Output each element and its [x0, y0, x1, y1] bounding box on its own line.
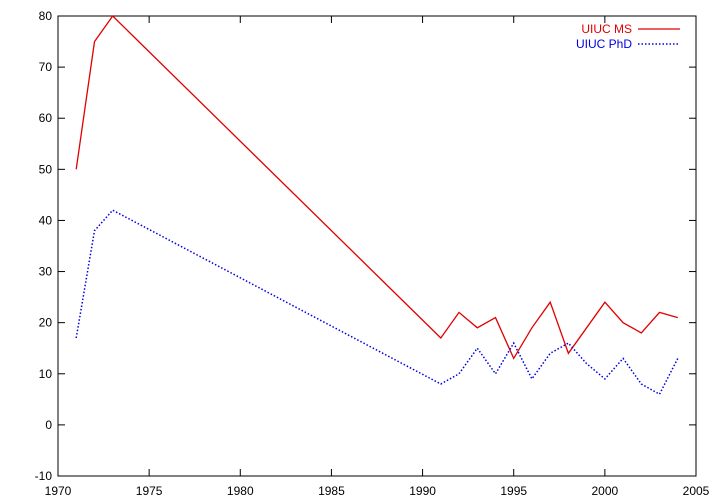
- x-tick-label: 1980: [227, 484, 254, 498]
- legend-label: UIUC PhD: [576, 37, 632, 51]
- y-tick-label: 60: [39, 111, 53, 125]
- x-tick-label: 1985: [318, 484, 345, 498]
- y-tick-label: 20: [39, 316, 53, 330]
- x-tick-label: 2000: [592, 484, 619, 498]
- series-lines: [75, 15, 679, 396]
- y-tick-label: 0: [45, 418, 52, 432]
- series-line-uiuc-ms: [75, 15, 678, 360]
- x-tick-label: 1975: [136, 484, 163, 498]
- y-tick-label: 30: [39, 265, 53, 279]
- y-tick-label: 10: [39, 367, 53, 381]
- series-line-uiuc-phd: [75, 209, 679, 396]
- x-tick-label: 2005: [683, 484, 710, 498]
- x-tick-label: 1970: [45, 484, 72, 498]
- plot-frame: [57, 15, 697, 477]
- y-tick-label: 40: [39, 213, 53, 227]
- y-tick-label: -10: [35, 469, 53, 483]
- y-tick-label: 80: [39, 9, 53, 23]
- axis-ticks: 1970 1975 1980 1985 1990 1995 2000 2005 -10 0 10 20…: [35, 9, 710, 498]
- y-tick-label: 50: [39, 162, 53, 176]
- y-tick-label: 70: [39, 60, 53, 74]
- legend-label: UIUC MS: [581, 22, 632, 36]
- x-tick-label: 1995: [500, 484, 527, 498]
- x-tick-label: 1990: [409, 484, 436, 498]
